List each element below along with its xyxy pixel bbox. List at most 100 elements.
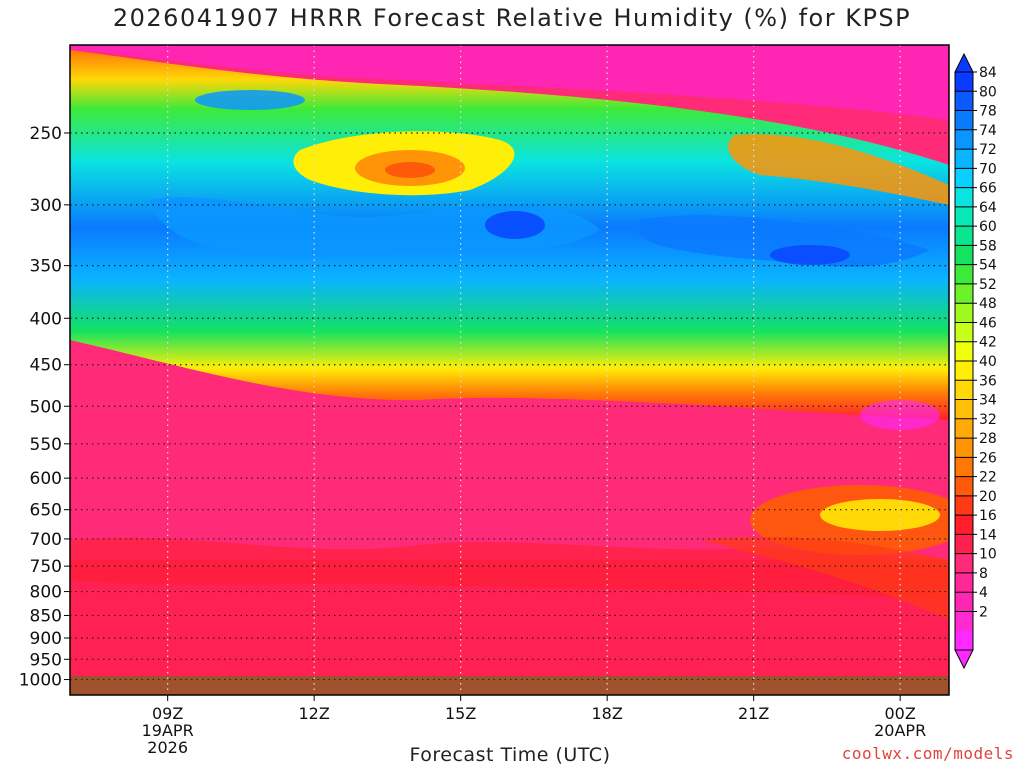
- colorbar: 8480787472706664605854524846424036343228…: [954, 52, 997, 670]
- max-core-2: [770, 245, 850, 265]
- x-tick-label: 12Z: [299, 704, 330, 723]
- colorbar-label: 46: [979, 315, 997, 331]
- colorbar-segment: [955, 226, 973, 246]
- y-tick-label: 350: [30, 257, 62, 277]
- colorbar-label: 20: [979, 489, 997, 505]
- colorbar-segment: [955, 72, 973, 92]
- colorbar-segment: [955, 592, 973, 612]
- colorbar-segment: [955, 553, 973, 574]
- colorbar-segment: [955, 476, 973, 497]
- y-tick-label: 550: [30, 435, 62, 455]
- colorbar-label: 4: [979, 585, 988, 601]
- colorbar-label: 66: [979, 181, 997, 197]
- credit-link[interactable]: coolwx.com/models: [841, 744, 1014, 763]
- colorbar-label: 74: [979, 123, 997, 139]
- colorbar-segment: [955, 438, 973, 458]
- colorbar-label: 64: [979, 200, 997, 216]
- colorbar-label: 40: [979, 354, 997, 370]
- x-date-label: 20APR: [874, 721, 926, 740]
- y-axis: 250 300 350 400 450 500 550 600 650 700 750 800 850 9…: [19, 124, 70, 691]
- colorbar-segment: [955, 206, 973, 227]
- colorbar-label: 80: [979, 84, 997, 100]
- x-tick-label: 15Z: [445, 704, 476, 723]
- colorbar-label: 14: [979, 527, 997, 543]
- max-core-1: [485, 211, 545, 239]
- x-tick-label: 09Z: [152, 704, 183, 723]
- colorbar-label: 36: [979, 373, 997, 389]
- colorbar-label: 72: [979, 142, 997, 158]
- colorbar-label: 16: [979, 508, 997, 524]
- gridlines: [70, 45, 949, 695]
- y-tick-label: 1000: [19, 671, 62, 691]
- ground: [70, 676, 949, 695]
- dry-pocket-right: [728, 134, 949, 205]
- colorbar-label: 42: [979, 335, 997, 351]
- colorbar-label: 48: [979, 296, 997, 312]
- colorbar-segment: [955, 91, 973, 112]
- y-tick-label: 400: [30, 309, 62, 329]
- colorbar-segment: [955, 418, 973, 439]
- y-tick-label: 750: [30, 557, 62, 577]
- colorbar-segment: [955, 187, 973, 208]
- colorbar-label: 22: [979, 470, 997, 486]
- y-tick-label: 450: [30, 356, 62, 376]
- x-tick-label: 18Z: [592, 704, 623, 723]
- colorbar-label: 52: [979, 277, 997, 293]
- colorbar-top-arrow: [954, 52, 974, 73]
- x-axis-title: Forecast Time (UTC): [409, 744, 611, 766]
- colorbar-label: 60: [979, 219, 997, 235]
- colorbar-segment: [955, 264, 973, 285]
- lower-dry-streak: [70, 537, 949, 600]
- upper-dry-margin: [70, 45, 949, 120]
- colorbar-label: 54: [979, 258, 997, 274]
- colorbar-segment: [955, 495, 973, 516]
- upper-moist-blob: [195, 90, 305, 110]
- colorbar-segment: [955, 303, 973, 323]
- y-tick-label: 800: [30, 583, 62, 603]
- colorbar-segment: [955, 110, 973, 131]
- moist-core-right: [637, 215, 930, 267]
- y-tick-label: 300: [30, 196, 62, 216]
- x-year-label: 2026: [147, 738, 188, 757]
- x-date-label: 19APR: [142, 721, 194, 740]
- colorbar-label: 34: [979, 393, 997, 409]
- colorbar-segment: [955, 630, 973, 651]
- y-tick-label: 900: [30, 629, 62, 649]
- colorbar-segment: [955, 611, 973, 632]
- colorbar-label: 58: [979, 238, 997, 254]
- colorbar-label: 26: [979, 450, 997, 466]
- moist-core-left: [150, 197, 600, 258]
- colorbar-segment: [955, 168, 973, 189]
- colorbar-segment: [955, 572, 973, 593]
- y-tick-label: 500: [30, 397, 62, 417]
- y-tick-label: 250: [30, 124, 62, 144]
- plot-frame: [69, 44, 950, 696]
- rh-field: [70, 45, 949, 695]
- colorbar-segment: [955, 534, 973, 555]
- y-tick-label: 650: [30, 501, 62, 521]
- y-tick-label: 950: [30, 650, 62, 670]
- colorbar-label: 10: [979, 547, 997, 563]
- right-low-dry-pocket-inner: [820, 499, 940, 531]
- chart-title: 2026041907 HRRR Forecast Relative Humidi…: [112, 4, 912, 32]
- colorbar-label: 2: [979, 604, 988, 620]
- colorbar-label: 84: [979, 65, 997, 81]
- colorbar-label: 8: [979, 566, 988, 582]
- x-tick-label: 21Z: [738, 704, 769, 723]
- colorbar-label: 70: [979, 161, 997, 177]
- colorbar-label: 32: [979, 412, 997, 428]
- colorbar-segment: [955, 129, 973, 150]
- dry-pocket-red: [385, 162, 435, 178]
- x-tick-label: 00Z: [885, 704, 916, 723]
- colorbar-segment: [955, 457, 973, 478]
- colorbar-segment: [955, 399, 973, 420]
- y-tick-label: 600: [30, 469, 62, 489]
- colorbar-label: 28: [979, 431, 997, 447]
- colorbar-segment: [955, 341, 973, 362]
- colorbar-label: 78: [979, 104, 997, 120]
- colorbar-bottom-arrow: [954, 649, 974, 670]
- y-tick-label: 850: [30, 606, 62, 626]
- colorbar-segment: [955, 361, 973, 381]
